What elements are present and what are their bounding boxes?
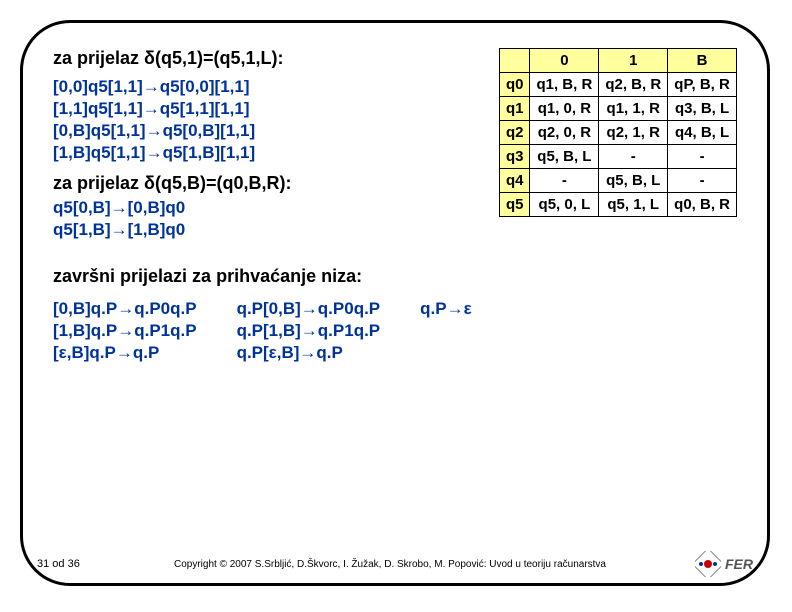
state-cell: q2: [499, 121, 530, 145]
state-cell: q3: [499, 145, 530, 169]
transition-line: q5[0,B]→[0,B]q0: [53, 198, 373, 218]
final-transitions: [0,B]q.P→q.P0q.P [1,B]q.P→q.P1q.P [ε,B]q…: [53, 297, 737, 365]
footer: 31 od 36 Copyright © 2007 S.Srbljić, D.Š…: [37, 551, 753, 577]
table-row: q5 q5, 0, L q5, 1, L q0, B, R: [499, 193, 736, 217]
final-line: q.P→ε: [420, 299, 472, 319]
state-cell: q4: [499, 169, 530, 193]
final-col: q.P[0,B]→q.P0q.P q.P[1,B]→q.P1q.P q.P[ε,…: [237, 297, 381, 365]
transition-header-2: za prijelaz δ(q5,B)=(q0,B,R):: [53, 173, 373, 194]
transition-line: [0,B]q5[1,1]→q5[0,B][1,1]: [53, 121, 373, 141]
cell: q2, B, R: [599, 73, 668, 97]
cell: q5, B, L: [530, 145, 599, 169]
cell: q5, B, L: [599, 169, 668, 193]
transition-line: [0,0]q5[1,1]→q5[0,0][1,1]: [53, 77, 373, 97]
cell: -: [668, 145, 737, 169]
cell: -: [530, 169, 599, 193]
state-cell: q5: [499, 193, 530, 217]
final-line: q.P[ε,B]→q.P: [237, 343, 381, 363]
table-row: q1 q1, 0, R q1, 1, R q3, B, L: [499, 97, 736, 121]
final-line: [1,B]q.P→q.P1q.P: [53, 321, 197, 341]
transition-header-1: za prijelaz δ(q5,1)=(q5,1,L):: [53, 48, 373, 69]
final-header: završni prijelazi za prihvaćanje niza:: [53, 266, 737, 287]
slide-frame: za prijelaz δ(q5,1)=(q5,1,L): [0,0]q5[1,…: [20, 20, 770, 586]
table-corner: [499, 49, 530, 73]
cell: q4, B, L: [668, 121, 737, 145]
final-col: q.P→ε: [420, 297, 472, 365]
cell: q1, B, R: [530, 73, 599, 97]
state-cell: q0: [499, 73, 530, 97]
cell: q0, B, R: [668, 193, 737, 217]
col-header: 0: [530, 49, 599, 73]
copyright-text: Copyright © 2007 S.Srbljić, D.Škvorc, I.…: [107, 559, 673, 570]
table-row: q4 - q5, B, L -: [499, 169, 736, 193]
final-line: [ε,B]q.P→q.P: [53, 343, 197, 363]
state-cell: q1: [499, 97, 530, 121]
cell: q5, 0, L: [530, 193, 599, 217]
transition-line: [1,1]q5[1,1]→q5[1,1][1,1]: [53, 99, 373, 119]
page-number: 31 od 36: [37, 558, 107, 570]
transition-line: q5[1,B]→[1,B]q0: [53, 220, 373, 240]
col-header: B: [668, 49, 737, 73]
cell: -: [668, 169, 737, 193]
cell: q5, 1, L: [599, 193, 668, 217]
cell: q3, B, L: [668, 97, 737, 121]
cell: q1, 0, R: [530, 97, 599, 121]
cell: qP, B, R: [668, 73, 737, 97]
table-row: q3 q5, B, L - -: [499, 145, 736, 169]
final-line: q.P[1,B]→q.P1q.P: [237, 321, 381, 341]
left-column: za prijelaz δ(q5,1)=(q5,1,L): [0,0]q5[1,…: [53, 48, 373, 242]
fer-logo: FER: [673, 551, 753, 577]
transition-line: [1,B]q5[1,1]→q5[1,B][1,1]: [53, 143, 373, 163]
cell: q1, 1, R: [599, 97, 668, 121]
final-line: [0,B]q.P→q.P0q.P: [53, 299, 197, 319]
table-row: q2 q2, 0, R q2, 1, R q4, B, L: [499, 121, 736, 145]
org-label: FER: [725, 556, 753, 572]
final-col: [0,B]q.P→q.P0q.P [1,B]q.P→q.P1q.P [ε,B]q…: [53, 297, 197, 365]
col-header: 1: [599, 49, 668, 73]
final-line: q.P[0,B]→q.P0q.P: [237, 299, 381, 319]
table-row: q0 q1, B, R q2, B, R qP, B, R: [499, 73, 736, 97]
cell: q2, 0, R: [530, 121, 599, 145]
logo-icon: [695, 551, 721, 577]
cell: -: [599, 145, 668, 169]
cell: q2, 1, R: [599, 121, 668, 145]
transition-table: 0 1 B q0 q1, B, R q2, B, R qP, B, R q1 q…: [499, 48, 737, 217]
